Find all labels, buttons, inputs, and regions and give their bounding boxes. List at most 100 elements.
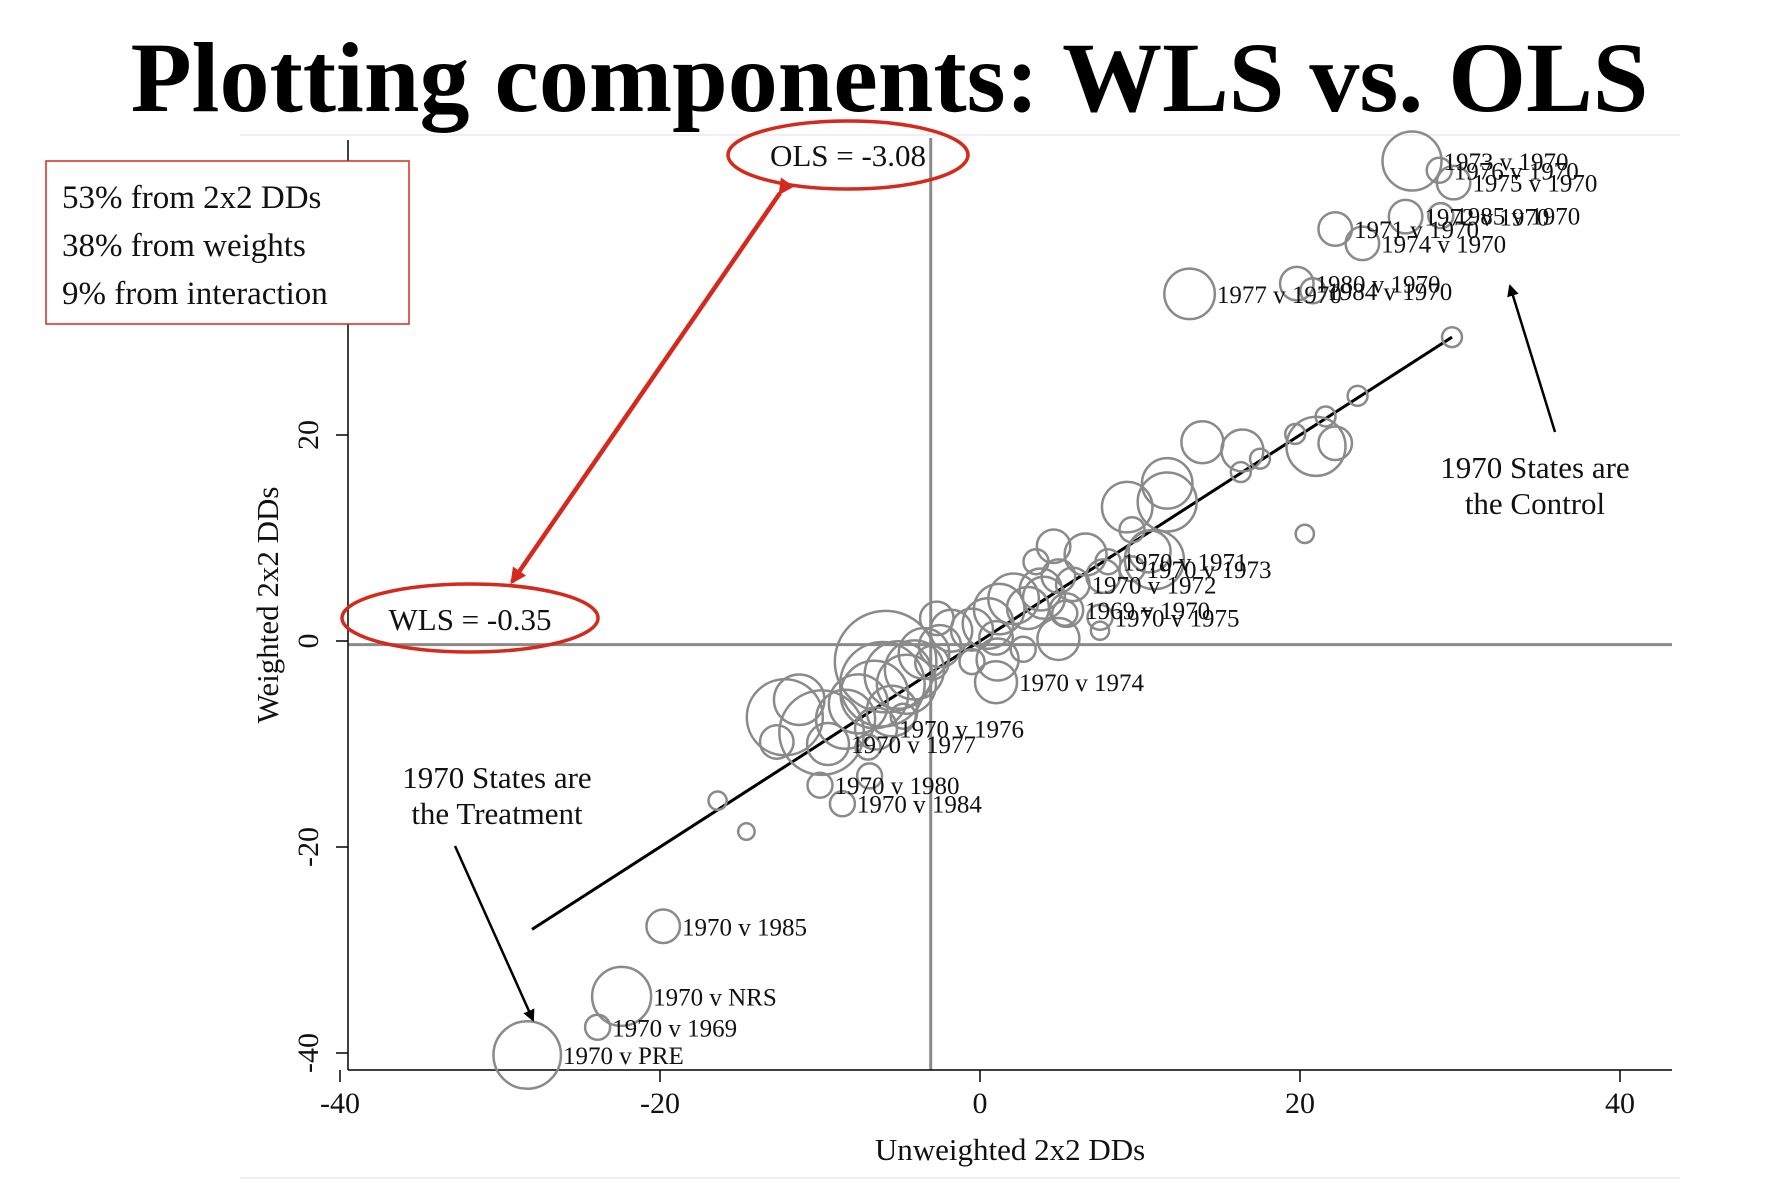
control-note-line-2: the Control (1465, 486, 1605, 521)
data-point (772, 673, 826, 727)
data-point (917, 623, 963, 669)
labeled-data-point (1381, 130, 1443, 192)
stats-line-1: 53% from 2x2 DDs (62, 180, 321, 216)
data-point (1089, 620, 1111, 642)
data-point (914, 644, 950, 681)
point-label: 1970 v 1977 (851, 732, 976, 759)
data-point (1314, 405, 1337, 428)
data-point (758, 723, 795, 760)
point-label: 1969 v 1970 (1085, 598, 1210, 625)
x-tick-label: 0 (973, 1087, 988, 1120)
x-tick-label: -40 (320, 1087, 360, 1120)
labeled-data-point (1054, 566, 1091, 603)
labeled-data-point (1387, 198, 1424, 235)
data-point (1140, 456, 1194, 510)
control-note-line-1: 1970 States are (1440, 450, 1629, 485)
data-point (1317, 425, 1354, 462)
point-label: 1971 v 1970 (1354, 217, 1479, 244)
labeled-data-point (805, 721, 851, 767)
labeled-data-point (806, 771, 834, 799)
y-tick-label: -40 (292, 1033, 325, 1073)
data-point (961, 596, 1015, 650)
point-label: 1970 v 1971 (1123, 550, 1248, 577)
axis-ticks: -40 -20 0 20 40 -40 -20 0 20 (292, 420, 1635, 1120)
ols-badge-text: OLS = -3.08 (770, 138, 926, 173)
data-point (972, 582, 1026, 636)
data-point (745, 677, 825, 757)
y-axis-title: Weighted 2x2 DDs (250, 487, 285, 724)
point-label: 1970 v 1980 (835, 773, 960, 800)
labeled-data-point (828, 789, 857, 818)
point-label: 1976 v 1970 (1454, 158, 1579, 185)
data-point (1346, 384, 1369, 408)
labeled-data-point (1094, 547, 1122, 576)
labeled-data-point (492, 1020, 563, 1091)
y-tick-label: 20 (292, 420, 325, 450)
point-label: 1970 v 1984 (857, 792, 983, 819)
point-label: 1970 v 1969 (612, 1015, 737, 1042)
labeled-data-point (1435, 164, 1472, 201)
data-point (1063, 532, 1108, 577)
stats-line-2: 38% from weights (62, 228, 306, 264)
x-tick-label: 20 (1285, 1087, 1315, 1120)
x-tick-label: -20 (640, 1087, 680, 1120)
ols-badge-ellipse (726, 119, 970, 191)
data-point (875, 653, 938, 716)
control-note-arrow (1507, 284, 1557, 433)
data-point (1021, 575, 1067, 620)
wls-badge-ellipse (340, 582, 600, 654)
slide-title: Plotting components: WLS vs. OLS (130, 22, 1649, 133)
stats-line-3: 9% from interaction (62, 276, 328, 312)
data-point (855, 762, 884, 790)
point-label: 1970 v 1985 (682, 914, 807, 941)
data-point (958, 647, 986, 676)
data-point (865, 684, 919, 738)
data-point (1294, 523, 1316, 545)
data-point (707, 790, 728, 812)
point-label: 1977 v 1970 (1217, 282, 1342, 309)
point-label: 1970 v 1976 (899, 717, 1024, 744)
labeled-data-point (1163, 267, 1217, 321)
point-label: 1970 v 1972 (1092, 572, 1217, 599)
point-label: 1975 v 1970 (1472, 171, 1597, 198)
labeled-data-point (853, 706, 899, 751)
x-tick-label: 40 (1605, 1087, 1635, 1120)
data-point (928, 608, 974, 653)
data-point (1248, 447, 1272, 470)
data-point (1229, 460, 1253, 484)
point-label: 1980 v 1970 (1316, 272, 1441, 299)
data-point (1180, 419, 1225, 465)
point-label: 1974 v 1970 (1381, 231, 1506, 258)
data-point (1100, 480, 1154, 534)
point-label: 1970 v 1973 (1147, 557, 1272, 584)
wls-badge-text: WLS = -0.35 (389, 602, 552, 637)
x-axis-title: Unweighted 2x2 DDs (875, 1132, 1145, 1167)
labeled-data-point (1118, 555, 1146, 583)
labeled-data-point (1427, 201, 1455, 230)
data-point (1036, 616, 1081, 662)
data-point (975, 637, 1020, 682)
labeled-data-point (973, 659, 1019, 705)
red-double-arrow (510, 177, 795, 585)
treatment-note-line-1: 1970 States are (402, 760, 591, 795)
point-label: 1972 v 1970 (1424, 205, 1549, 232)
y-tick-label: 0 (292, 634, 325, 649)
labeled-data-point (645, 908, 682, 945)
point-label: 1984 v 1970 (1327, 279, 1452, 306)
point-label: 1970 v 1975 (1115, 605, 1240, 632)
labeled-data-point (583, 1013, 612, 1041)
labeled-data-point (1344, 225, 1381, 262)
labeled-data-point (1299, 277, 1327, 305)
data-point (1440, 325, 1464, 349)
point-label: 1970 v 1974 (1019, 670, 1145, 697)
labeled-data-point (1278, 265, 1315, 302)
labeled-data-point (1086, 603, 1114, 632)
labeled-data-point (1048, 592, 1085, 629)
point-label: 1970 v PRE (563, 1043, 684, 1070)
data-point (1009, 635, 1037, 663)
point-label: 1970 v NRS (653, 984, 777, 1011)
stats-box (45, 160, 410, 325)
labeled-data-point (1425, 156, 1453, 185)
data-point (978, 619, 1014, 656)
